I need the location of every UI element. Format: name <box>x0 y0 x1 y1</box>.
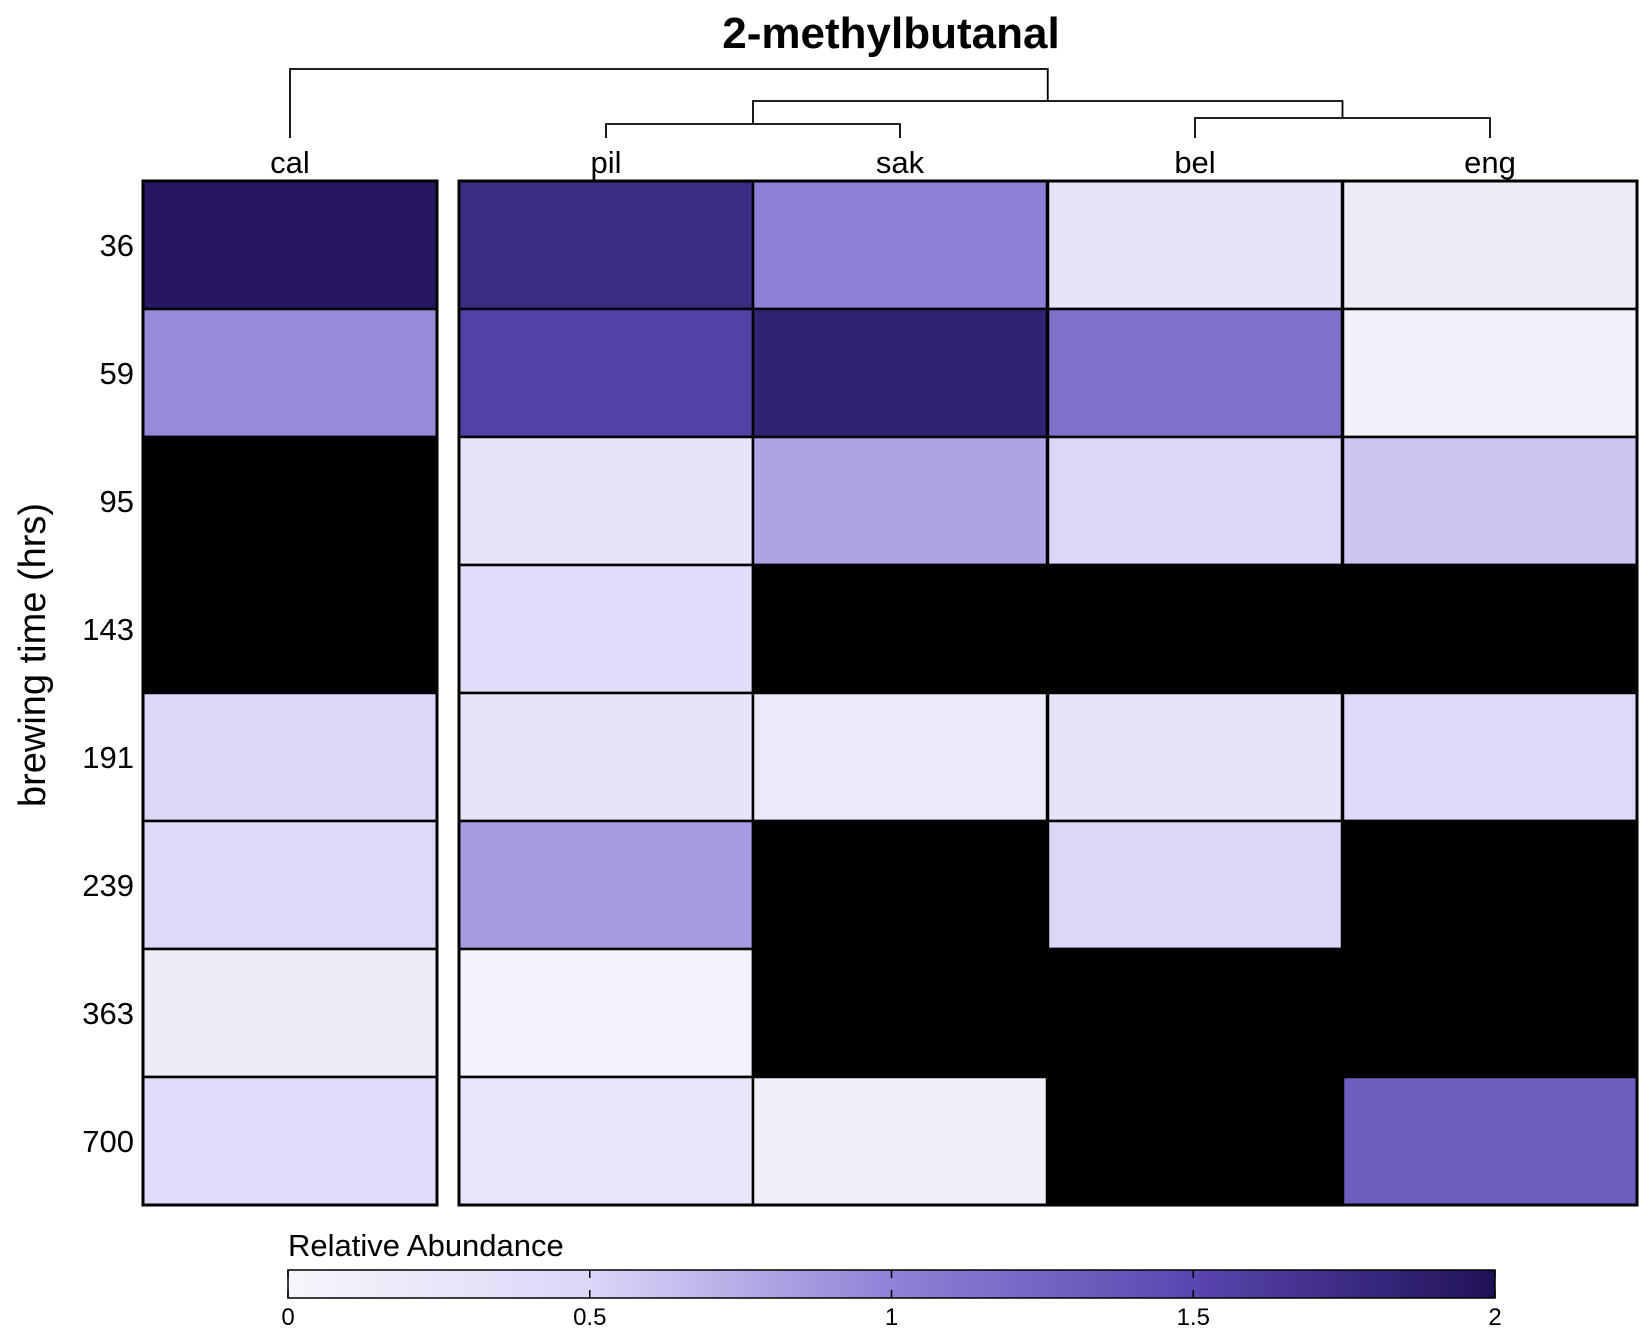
row-label-36: 36 <box>100 228 134 263</box>
heatmap-cell-pil-59 <box>457 307 755 439</box>
row-label-59: 59 <box>100 356 134 391</box>
heatmap-cell-cal-36 <box>141 179 439 311</box>
panel-left <box>141 179 439 1207</box>
dendrogram-link-pil-sak <box>605 123 901 138</box>
legend-tick-label: 0 <box>281 1304 294 1331</box>
dendrogram-link-root <box>289 68 1049 138</box>
row-labels: 36 59 95 143 191 239 363 700 <box>82 228 134 1159</box>
heatmap-cell-cal-700 <box>141 1075 439 1207</box>
row-label-363: 363 <box>82 996 134 1031</box>
heatmap-cell-sak-59 <box>751 307 1049 439</box>
heatmap-cell-pil-191 <box>457 691 755 823</box>
heatmap-cell-bel-239 <box>1046 819 1344 951</box>
heatmap-cell-eng-143 <box>1341 563 1639 695</box>
heatmap-cells <box>141 179 1639 1207</box>
heatmap-cell-bel-36 <box>1046 179 1344 311</box>
color-legend: Relative Abundance 0 0.5 1 1.5 2 <box>281 1228 1501 1331</box>
legend-tick-label: 2 <box>1488 1304 1501 1331</box>
heatmap-cell-cal-143 <box>141 563 439 695</box>
legend-title: Relative Abundance <box>288 1228 564 1263</box>
heatmap-cell-bel-95 <box>1046 435 1344 567</box>
heatmap-cell-sak-95 <box>751 435 1049 567</box>
row-label-239: 239 <box>82 868 134 903</box>
column-label-sak: sak <box>876 145 925 180</box>
heatmap-cell-sak-700 <box>751 1075 1049 1207</box>
legend-tick-label: 1.5 <box>1177 1304 1210 1331</box>
row-label-95: 95 <box>100 484 134 519</box>
heatmap-cell-sak-143 <box>751 563 1049 695</box>
heatmap-cell-cal-95 <box>141 435 439 567</box>
heatmap-cell-bel-700 <box>1046 1075 1344 1207</box>
dendrogram-link-inner <box>752 100 1344 124</box>
heatmap-cell-pil-700 <box>457 1075 755 1207</box>
heatmap-cell-eng-59 <box>1341 307 1639 439</box>
column-label-eng: eng <box>1464 145 1516 180</box>
column-dendrogram <box>289 68 1491 138</box>
heatmap-cell-sak-191 <box>751 691 1049 823</box>
row-label-191: 191 <box>82 740 134 775</box>
legend-ticks: 0 0.5 1 1.5 2 <box>281 1270 1502 1331</box>
heatmap-cell-cal-191 <box>141 691 439 823</box>
heatmap-cell-sak-363 <box>751 947 1049 1079</box>
heatmap-cell-cal-59 <box>141 307 439 439</box>
heatmap-cell-cal-363 <box>141 947 439 1079</box>
heatmap-cell-bel-363 <box>1046 947 1344 1079</box>
heatmap-cell-bel-59 <box>1046 307 1344 439</box>
heatmap-cell-sak-36 <box>751 179 1049 311</box>
heatmap-cell-eng-36 <box>1341 179 1639 311</box>
heatmap-cell-eng-363 <box>1341 947 1639 1079</box>
heatmap-cell-sak-239 <box>751 819 1049 951</box>
panel-right <box>457 179 1639 1207</box>
column-label-cal: cal <box>270 145 310 180</box>
chart-title: 2-methylbutanal <box>722 9 1059 58</box>
heatmap-cell-eng-700 <box>1341 1075 1639 1207</box>
heatmap-cell-eng-95 <box>1341 435 1639 567</box>
row-label-700: 700 <box>82 1124 134 1159</box>
column-label-bel: bel <box>1174 145 1215 180</box>
heatmap-cell-pil-143 <box>457 563 755 695</box>
heatmap-cell-eng-191 <box>1341 691 1639 823</box>
column-label-pil: pil <box>590 145 621 180</box>
heatmap-cell-bel-143 <box>1046 563 1344 695</box>
legend-tick-label: 1 <box>885 1304 898 1331</box>
row-label-143: 143 <box>82 612 134 647</box>
heatmap-cell-pil-36 <box>457 179 755 311</box>
heatmap-cell-pil-239 <box>457 819 755 951</box>
legend-tick-label: 0.5 <box>573 1304 606 1331</box>
column-labels: cal pil sak bel eng <box>270 145 1516 180</box>
heatmap-cell-eng-239 <box>1341 819 1639 951</box>
heatmap-cell-bel-191 <box>1046 691 1344 823</box>
heatmap-cell-cal-239 <box>141 819 439 951</box>
heatmap-cell-pil-95 <box>457 435 755 567</box>
heatmap-cell-pil-363 <box>457 947 755 1079</box>
y-axis-label: brewing time (hrs) <box>12 503 54 807</box>
dendrogram-link-bel-eng <box>1194 117 1491 138</box>
